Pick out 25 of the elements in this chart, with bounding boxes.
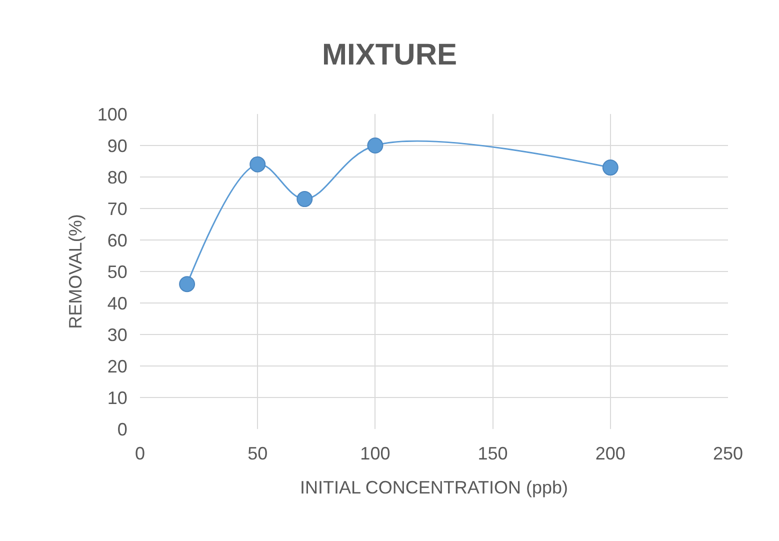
- x-tick-label: 200: [595, 444, 626, 464]
- y-tick-label: 80: [107, 167, 128, 188]
- y-tick-label: 50: [107, 262, 128, 282]
- y-tick-label: 30: [107, 324, 128, 345]
- x-tick-label: 0: [134, 444, 146, 464]
- x-tick-label: 150: [478, 444, 508, 464]
- point: [602, 160, 618, 176]
- y-tick-label: 100: [97, 104, 128, 124]
- x-axis-title: INITIAL CONCENTRATION (ppb): [300, 478, 568, 498]
- y-tick-label: 0: [117, 419, 128, 440]
- point: [179, 276, 196, 292]
- point: [367, 138, 384, 154]
- point: [250, 156, 266, 172]
- x-tick-label: 100: [360, 444, 390, 464]
- y-tick-label: 90: [107, 136, 128, 156]
- y-tick-label: 20: [107, 356, 128, 376]
- y-tick-label: 40: [107, 293, 128, 314]
- chart-title: MIXTURE: [322, 38, 457, 72]
- x-tick-label: 250: [712, 444, 744, 464]
- y-tick-label: 10: [107, 388, 128, 408]
- point: [296, 191, 313, 208]
- y-axis-title: REMOVAL(%): [66, 214, 86, 329]
- x-tick-label: 50: [248, 444, 268, 464]
- y-tick-label: 60: [107, 230, 128, 250]
- y-tick-label: 70: [107, 198, 128, 219]
